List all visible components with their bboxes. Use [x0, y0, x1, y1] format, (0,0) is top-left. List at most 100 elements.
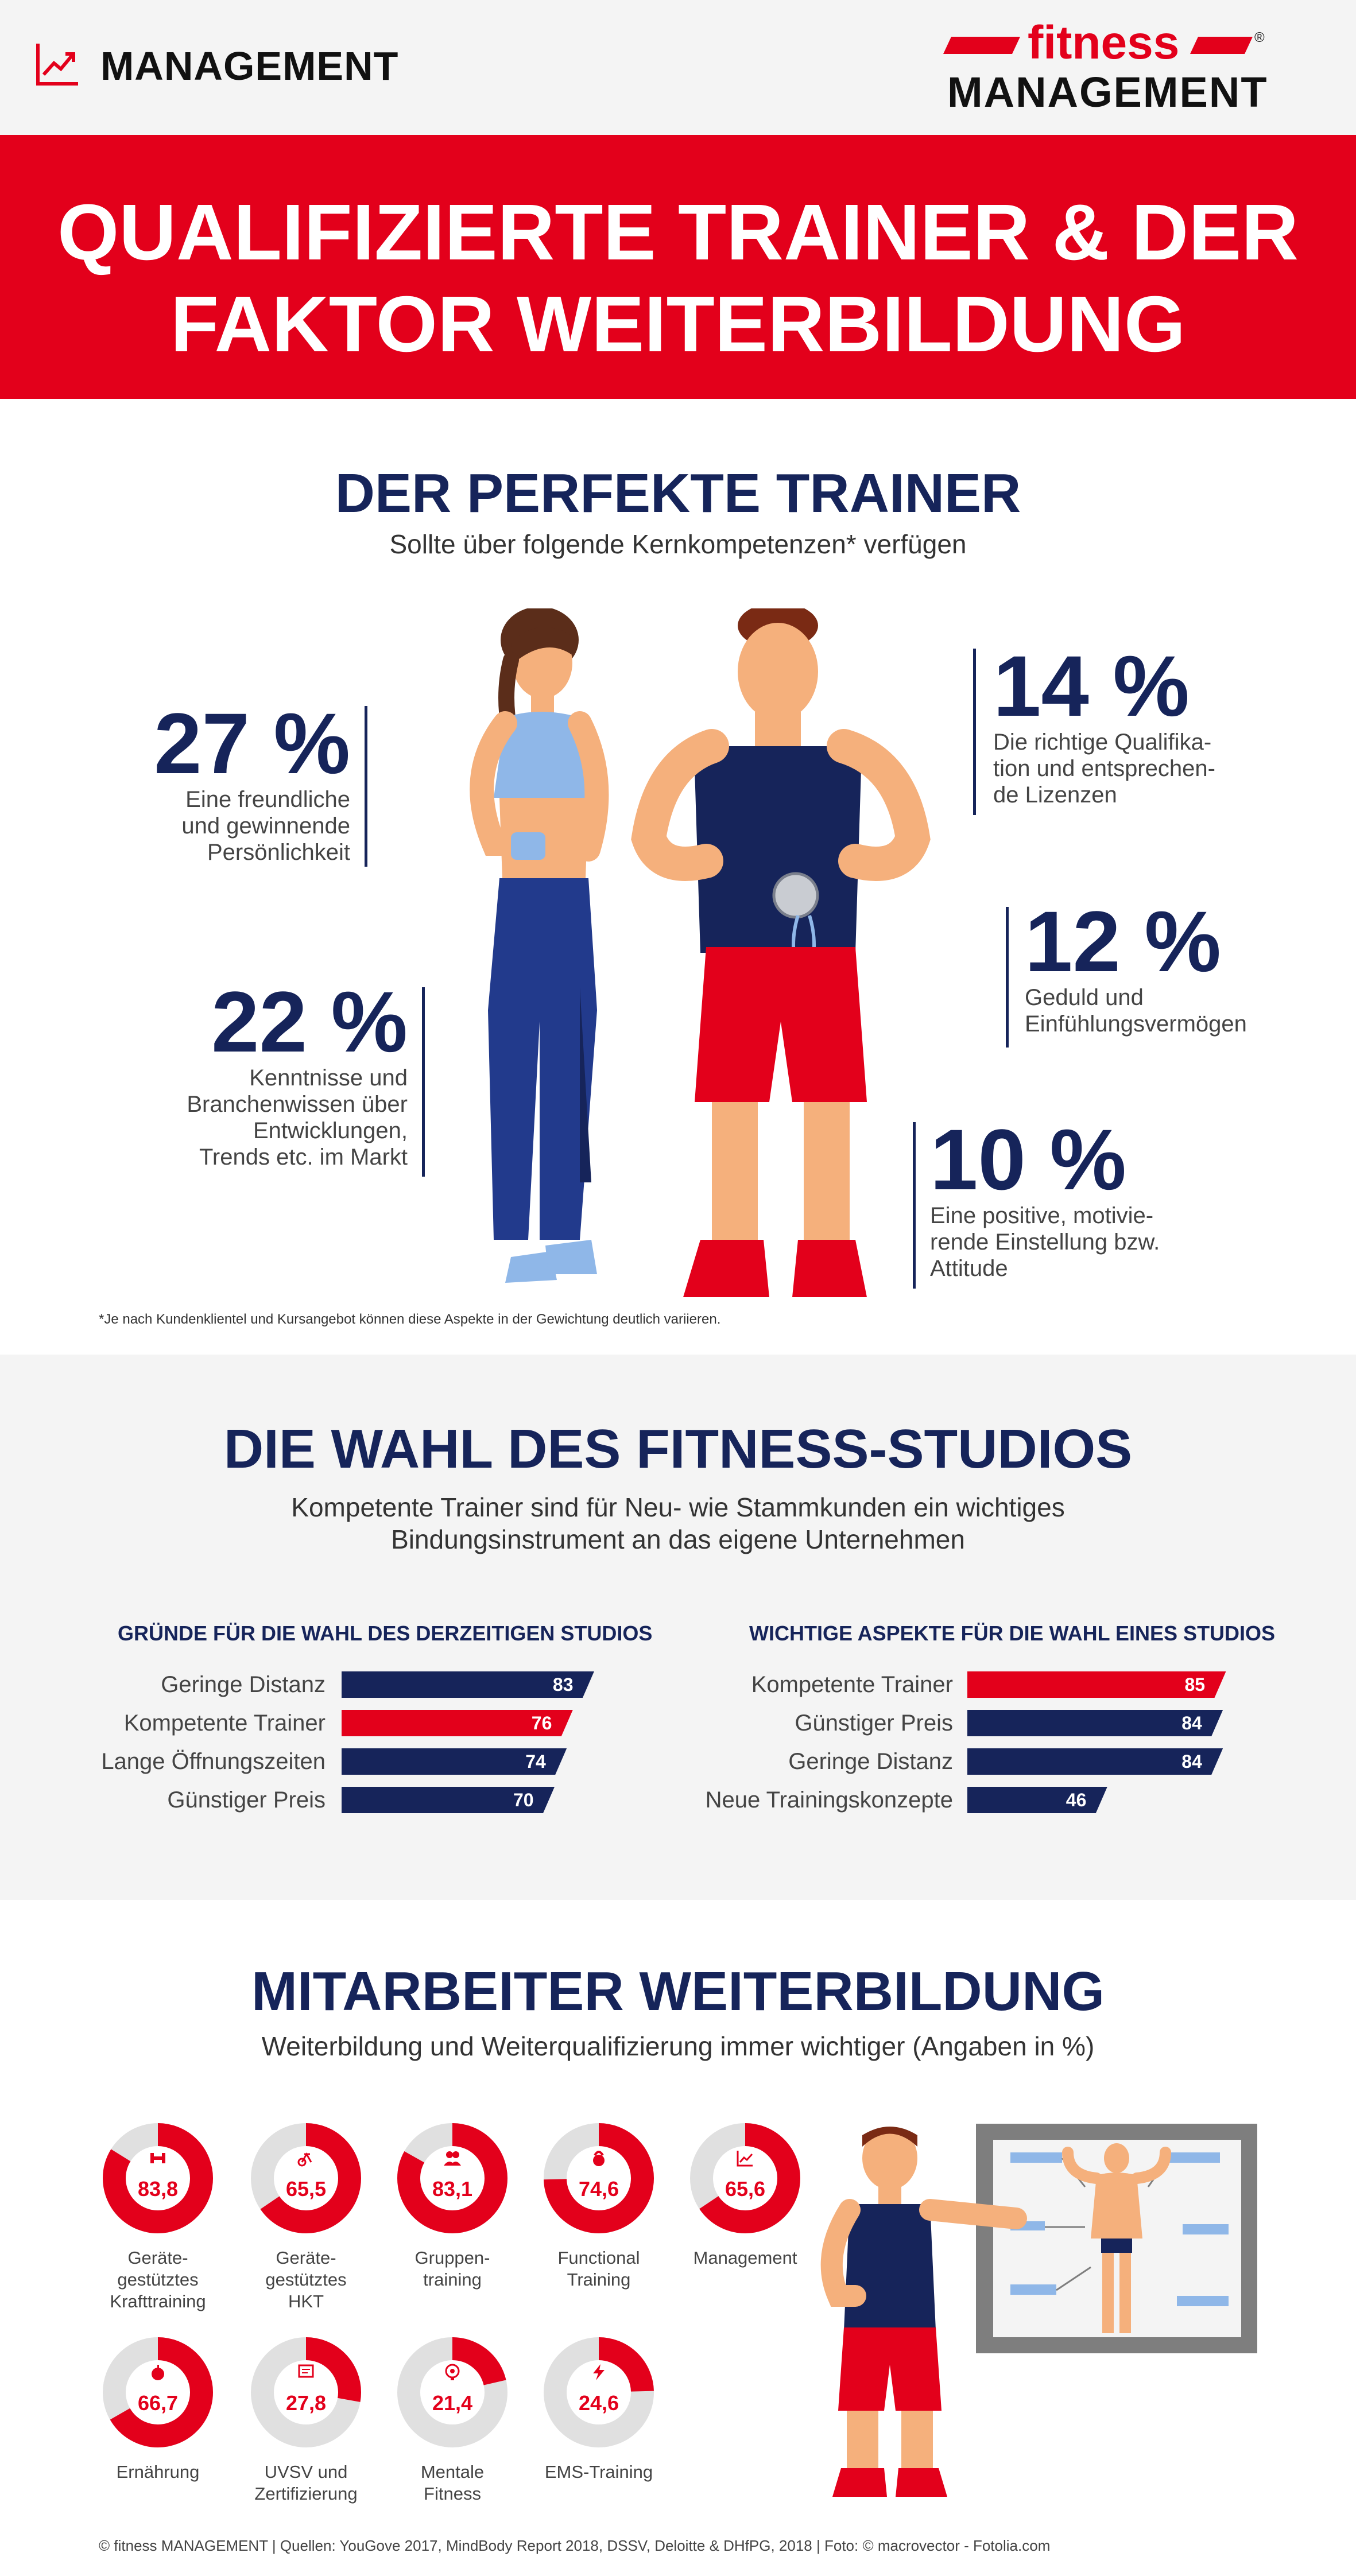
bike-icon	[297, 2152, 312, 2167]
donut-category-label: UVSV und Zertifizierung	[254, 2462, 358, 2504]
bar-chart-1-title: GRÜNDE FÜR DIE WAHL DES DERZEITIGEN STUD…	[118, 1621, 653, 1645]
bar-row: Günstiger Preis	[0, 1787, 326, 1813]
donut-chart: 83,1 Gruppen- training	[395, 2121, 510, 2290]
dumbbell-icon	[150, 2153, 165, 2163]
stat-divider	[913, 1122, 916, 1289]
donut-chart: 21,4 Mentale Fitness	[395, 2335, 510, 2504]
donut-ring	[544, 2337, 654, 2447]
stat-divider	[1006, 907, 1009, 1048]
donut-slice	[251, 2337, 361, 2447]
bar-value-label: 74	[525, 1751, 546, 1772]
bar-value-label: 76	[531, 1713, 552, 1733]
donut-value-label: 74,6	[578, 2177, 619, 2201]
bar-category-label: Geringe Distanz	[788, 1749, 953, 1774]
donut-ring	[251, 2337, 361, 2447]
stat-27: 27 % Eine freundliche und gewinnende Per…	[80, 700, 350, 866]
bar	[342, 1710, 573, 1736]
donut-ring	[397, 2123, 507, 2233]
donut-category-label: EMS-Training	[544, 2462, 653, 2482]
stat-description: Eine positive, motivie- rende Einstellun…	[930, 1203, 1160, 1281]
trainer-presentation-illustration	[820, 2124, 1257, 2497]
donut-slice	[544, 2123, 654, 2233]
donut-value-label: 83,1	[432, 2177, 473, 2201]
donut-chart: 65,6 Management	[688, 2121, 803, 2268]
donut-chart: 66,7 Ernährung	[100, 2335, 215, 2482]
page-title: QUALIFIZIERTE TRAINER & DER FAKTOR WEITE…	[57, 188, 1299, 368]
trend-chart-icon	[36, 44, 78, 86]
donut-ring	[103, 2337, 213, 2447]
studio-section-title: DIE WAHL DES FITNESS-STUDIOS	[223, 1418, 1133, 1480]
stat-10: 10 % Eine positive, motivie- rende Einst…	[930, 1116, 1229, 1282]
stat-divider	[365, 706, 367, 867]
bar-category-label: Kompetente Trainer	[123, 1710, 326, 1736]
donut-slice	[103, 2337, 213, 2447]
brain-icon	[445, 2364, 460, 2380]
donut-category-label: Gruppen- training	[414, 2248, 490, 2290]
weiterbildung-section-title: MITARBEITER WEITERBILDUNG	[251, 1961, 1105, 2022]
donut-ring	[103, 2123, 213, 2233]
footer-sources: © fitness MANAGEMENT | Quellen: YouGove …	[99, 2537, 1051, 2554]
bar-row: Kompetente Trainer	[0, 1671, 953, 1698]
stat-description: Eine freundliche und gewinnende Persönli…	[181, 787, 350, 865]
bar-category-label: Kompetente Trainer	[751, 1672, 953, 1697]
bar-category-label: Günstiger Preis	[167, 1787, 326, 1813]
lightning-icon	[593, 2364, 605, 2380]
donut-value-label: 24,6	[578, 2391, 619, 2415]
donut-slice	[397, 2337, 507, 2447]
donut-ring	[690, 2123, 800, 2233]
kettlebell-icon	[593, 2151, 605, 2166]
footnote: *Je nach Kundenklientel und Kursangebot …	[99, 1312, 721, 1327]
donut-value-label: 21,4	[432, 2391, 473, 2415]
bar	[342, 1787, 555, 1813]
donut-value-label: 27,8	[285, 2391, 327, 2415]
donut-category-label: Management	[693, 2248, 797, 2268]
bar-category-label: Neue Trainingskonzepte	[705, 1787, 953, 1813]
stat-value: 14 %	[993, 638, 1190, 734]
donut-slice	[103, 2123, 213, 2233]
donut-value-label: 66,7	[137, 2391, 179, 2415]
trainer-section-subtitle: Sollte über folgende Kernkompetenzen* ve…	[389, 529, 967, 559]
female-trainer-illustration	[470, 608, 609, 1283]
male-trainer-illustration	[631, 608, 931, 1297]
bar	[342, 1748, 567, 1775]
bar-row: Lange Öffnungszeiten	[0, 1748, 326, 1775]
donut-chart: 83,8 Geräte- gestütztes Krafttraining	[100, 2121, 215, 2311]
donut-slice	[251, 2123, 361, 2233]
donut-chart: 65,5 Geräte- gestütztes HKT	[249, 2121, 363, 2311]
donut-ring	[397, 2337, 507, 2447]
section-label: MANAGEMENT	[100, 44, 399, 88]
chart-icon	[737, 2151, 753, 2167]
stat-value: 10 %	[930, 1111, 1126, 1208]
stat-divider	[422, 987, 425, 1177]
trainer-section-title: DER PERFEKTE TRAINER	[335, 463, 1021, 524]
bar-row: Kompetente Trainer	[0, 1710, 326, 1736]
bar-value-label: 46	[1066, 1790, 1087, 1810]
stat-value: 22 %	[211, 973, 408, 1070]
donut-category-label: Geräte- gestütztes HKT	[265, 2248, 347, 2311]
bar	[967, 1671, 1226, 1698]
logo-registered-mark: ®	[1254, 30, 1265, 45]
donut-chart: 74,6 Functional Training	[541, 2121, 656, 2290]
donut-slice	[690, 2123, 800, 2233]
bar-row: Geringe Distanz	[0, 1671, 326, 1698]
donut-category-label: Mentale Fitness	[420, 2462, 485, 2504]
stat-value: 12 %	[1025, 893, 1221, 990]
stat-description: Geduld und Einfühlungsvermögen	[1025, 985, 1247, 1037]
donut-chart: 24,6 EMS-Training	[541, 2335, 656, 2482]
donut-ring	[544, 2123, 654, 2233]
bar-chart-2-title: WICHTIGE ASPEKTE FÜR DIE WAHL EINES STUD…	[749, 1621, 1276, 1645]
donut-category-label: Functional Training	[557, 2248, 640, 2290]
stat-22: 22 % Kenntnisse und Branchenwissen über …	[132, 979, 408, 1170]
donut-category-label: Geräte- gestütztes Krafttraining	[110, 2248, 206, 2311]
bar	[342, 1671, 594, 1698]
group-icon	[444, 2151, 461, 2166]
bar-row: Neue Trainingskonzepte	[0, 1787, 953, 1813]
bar-value-label: 84	[1181, 1751, 1202, 1772]
logo-management-text: MANAGEMENT	[947, 68, 1268, 116]
bar-row: Günstiger Preis	[0, 1710, 953, 1736]
bar-category-label: Günstiger Preis	[795, 1710, 953, 1736]
stat-divider	[973, 649, 976, 815]
donut-chart: 27,8 UVSV und Zertifizierung	[249, 2335, 363, 2504]
stat-description: Die richtige Qualifika- tion und entspre…	[993, 730, 1215, 808]
bar	[967, 1787, 1107, 1813]
